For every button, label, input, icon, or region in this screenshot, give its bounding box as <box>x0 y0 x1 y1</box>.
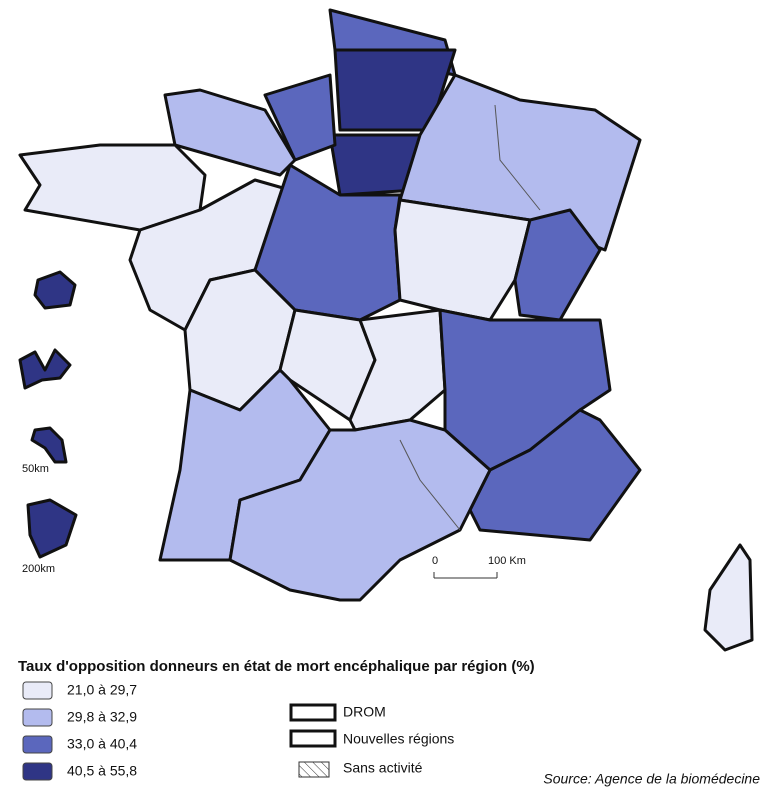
legend-label: 33,0 à 40,4 <box>67 736 137 752</box>
old-border <box>399 439 461 531</box>
legend-label: 29,8 à 32,9 <box>67 709 137 725</box>
region <box>393 198 532 322</box>
legend-title: Taux d'opposition donneurs en état de mo… <box>18 658 535 675</box>
symbol-box <box>289 703 337 722</box>
symbol-box <box>298 761 330 778</box>
symbol-label: DROM <box>343 704 386 720</box>
inset-scale: 50km <box>22 463 49 475</box>
drom <box>30 426 68 464</box>
symbol-box <box>289 729 337 748</box>
legend: 21,0 à 29,7 29,8 à 32,9 33,0 à 40,4 40,5 à … <box>22 681 137 781</box>
symbol-label: Sans activité <box>343 760 423 776</box>
symbol-label: Nouvelles régions <box>343 731 454 747</box>
legend-swatch <box>22 735 53 754</box>
drom <box>26 498 78 559</box>
source: Source: Agence de la biomédecine <box>543 771 760 787</box>
legend-label: 21,0 à 29,7 <box>67 682 137 698</box>
region <box>703 543 754 652</box>
legend-swatch <box>22 762 53 781</box>
old-border <box>494 104 541 211</box>
legend-label: 40,5 à 55,8 <box>67 763 137 779</box>
inset-scale: 200km <box>22 563 55 575</box>
drom <box>18 348 72 390</box>
region <box>263 73 337 162</box>
region <box>468 408 642 542</box>
drom <box>33 270 77 310</box>
legend-swatch <box>22 681 53 700</box>
scale-label: 0 <box>432 555 438 567</box>
regions <box>18 8 754 652</box>
scale-label: 100 Km <box>488 555 526 567</box>
legend-swatch <box>22 708 53 727</box>
